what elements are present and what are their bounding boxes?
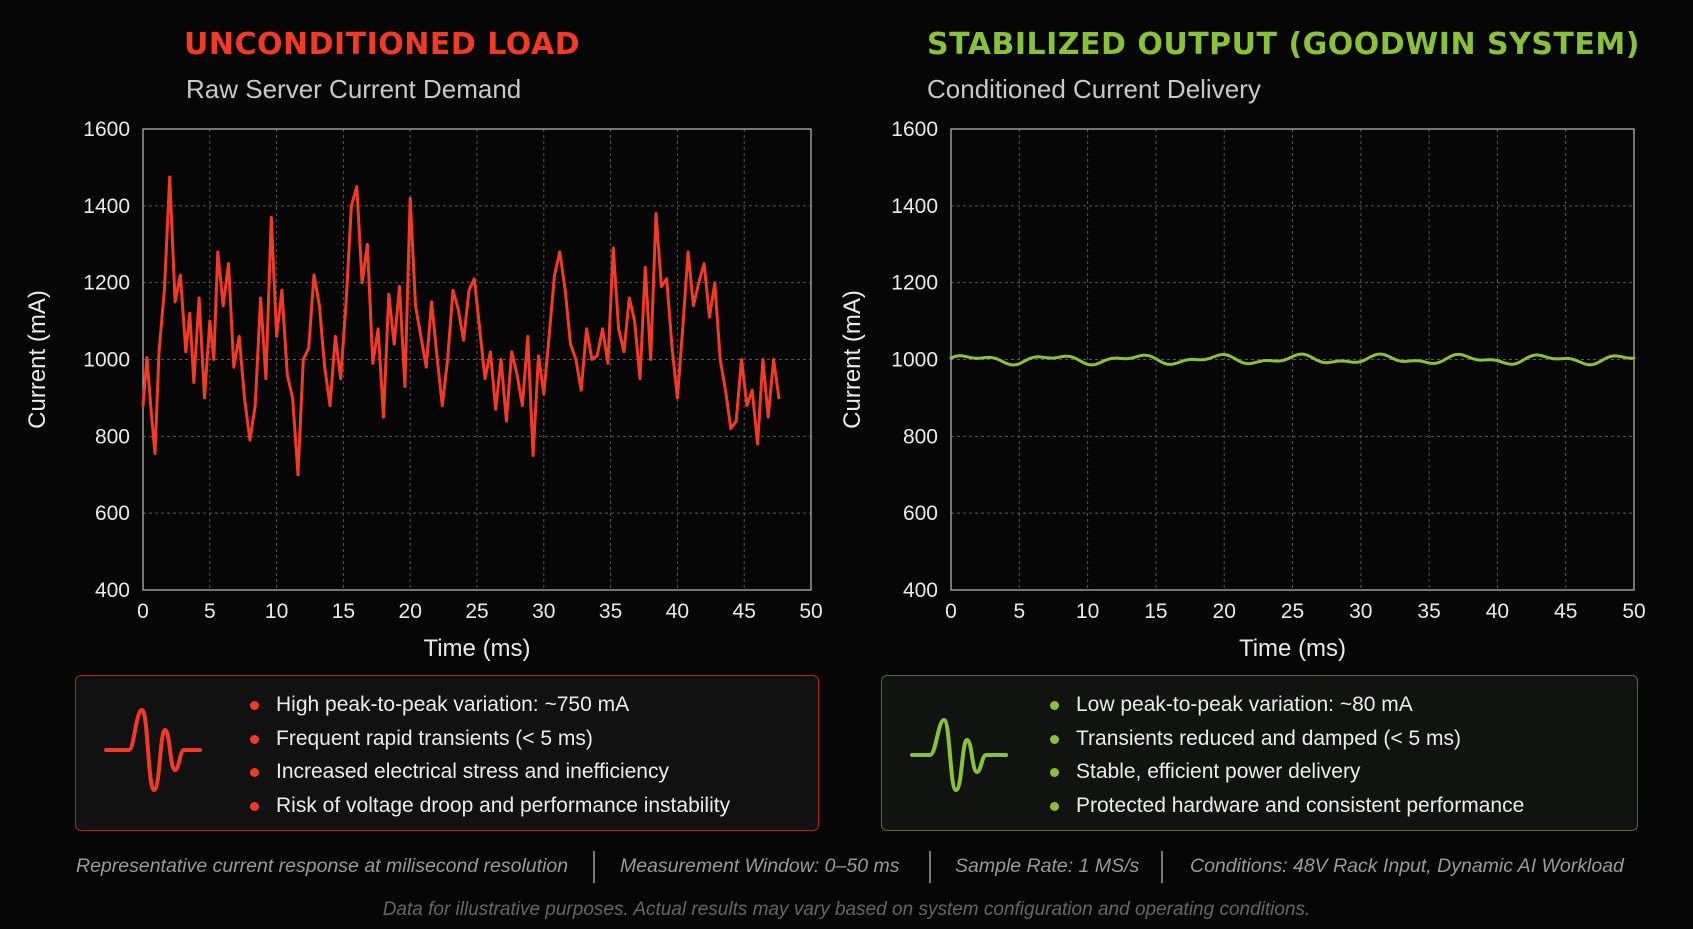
left-x-tick-label: 20 (399, 600, 422, 623)
left-x-tick-label: 10 (265, 600, 288, 623)
footer-resolution-note: Representative current response at milis… (76, 855, 569, 877)
right-y-tick-label: 1000 (891, 349, 938, 372)
left-x-tick-label: 0 (137, 600, 149, 623)
left-chart-subtitle: Raw Server Current Demand (186, 74, 522, 104)
right-y-tick-label: 600 (903, 502, 938, 525)
right-x-tick-label: 45 (1554, 600, 1577, 623)
right-chart-subtitle: Conditioned Current Delivery (927, 74, 1261, 104)
left-x-tick-label: 35 (599, 600, 622, 623)
right-x-tick-label: 40 (1486, 600, 1509, 623)
left-y-tick-label: 400 (95, 579, 130, 602)
bullet-dot-icon (1050, 768, 1059, 777)
left-x-tick-label: 5 (204, 600, 216, 623)
footer-divider (929, 851, 931, 883)
list-item: Stable, efficient power delivery (1048, 755, 1524, 789)
list-item: Frequent rapid transients (< 5 ms) (248, 722, 730, 756)
footer-sample-rate: Sample Rate: 1 MS/s (955, 855, 1140, 877)
waveform-icon (104, 708, 202, 792)
right-y-tick-label: 1400 (891, 195, 938, 218)
left-x-tick-label: 40 (666, 600, 689, 623)
unconditioned-bullet-list: High peak-to-peak variation: ~750 mA Fre… (248, 688, 730, 822)
damped-waveform-icon (910, 718, 1008, 792)
right-series-line (949, 352, 1636, 367)
right-chart-title: STABILIZED OUTPUT (GOODWIN SYSTEM) (927, 27, 1640, 62)
left-x-tick-label: 30 (532, 600, 555, 623)
right-x-tick-label: 50 (1622, 600, 1645, 623)
bullet-dot-icon (250, 768, 259, 777)
bullet-dot-icon (250, 734, 259, 744)
disclaimer-text: Data for illustrative purposes. Actual r… (382, 899, 1311, 920)
list-item: Low peak-to-peak variation: ~80 mA (1048, 688, 1524, 722)
list-item: Transients reduced and damped (< 5 ms) (1048, 722, 1524, 756)
bullet-dot-icon (1050, 701, 1059, 710)
right-x-tick-label: 25 (1281, 600, 1304, 623)
right-x-tick-label: 10 (1076, 600, 1099, 623)
left-y-tick-label: 1400 (83, 195, 130, 218)
bullet-dot-icon (250, 701, 259, 710)
left-plot-frame (142, 128, 812, 591)
bullet-dot-icon (250, 801, 259, 811)
list-item: High peak-to-peak variation: ~750 mA (248, 688, 730, 722)
stabilized-bullet-list: Low peak-to-peak variation: ~80 mA Trans… (1048, 688, 1524, 822)
right-y-axis-label: Current (mA) (839, 290, 866, 429)
list-item: Increased electrical stress and ineffici… (248, 755, 730, 789)
right-x-tick-label: 5 (1013, 600, 1025, 623)
left-x-axis-label: Time (ms) (423, 635, 530, 662)
right-x-axis-label: Time (ms) (1239, 635, 1346, 662)
right-x-tick-label: 35 (1417, 600, 1440, 623)
unconditioned-info-box: High peak-to-peak variation: ~750 mA Fre… (75, 675, 819, 831)
footer-conditions: Conditions: 48V Rack Input, Dynamic AI W… (1190, 855, 1624, 877)
right-y-tick-label: 1200 (891, 272, 938, 295)
left-x-tick-label: 50 (799, 600, 822, 623)
left-chart-title: UNCONDITIONED LOAD (184, 27, 581, 62)
right-x-tick-label: 15 (1144, 600, 1167, 623)
bullet-dot-icon (1050, 734, 1059, 744)
left-series-line (141, 175, 781, 477)
right-y-tick-label: 1600 (891, 118, 938, 141)
footer-divider (593, 851, 595, 883)
left-y-tick-label: 600 (95, 502, 130, 525)
list-item: Protected hardware and consistent perfor… (1048, 789, 1524, 823)
footer-measurement-window: Measurement Window: 0–50 ms (620, 855, 900, 877)
right-y-tick-label: 800 (903, 425, 938, 448)
left-y-axis-label: Current (mA) (24, 290, 51, 429)
right-x-tick-label: 20 (1213, 600, 1236, 623)
stabilized-info-box: Low peak-to-peak variation: ~80 mA Trans… (881, 675, 1638, 831)
right-x-tick-label: 0 (945, 600, 957, 623)
left-y-tick-label: 1600 (83, 118, 130, 141)
bullet-dot-icon (1050, 801, 1059, 811)
left-x-tick-label: 25 (465, 600, 488, 623)
left-x-tick-label: 15 (332, 600, 355, 623)
list-item: Risk of voltage droop and performance in… (248, 789, 730, 823)
left-x-tick-label: 45 (733, 600, 756, 623)
right-y-tick-label: 400 (903, 579, 938, 602)
left-y-tick-label: 1200 (83, 272, 130, 295)
footer-metadata: Representative current response at milis… (0, 851, 1693, 883)
footer-divider (1161, 851, 1163, 883)
left-y-tick-label: 1000 (83, 349, 130, 372)
right-x-tick-label: 30 (1349, 600, 1372, 623)
left-y-tick-label: 800 (95, 425, 130, 448)
